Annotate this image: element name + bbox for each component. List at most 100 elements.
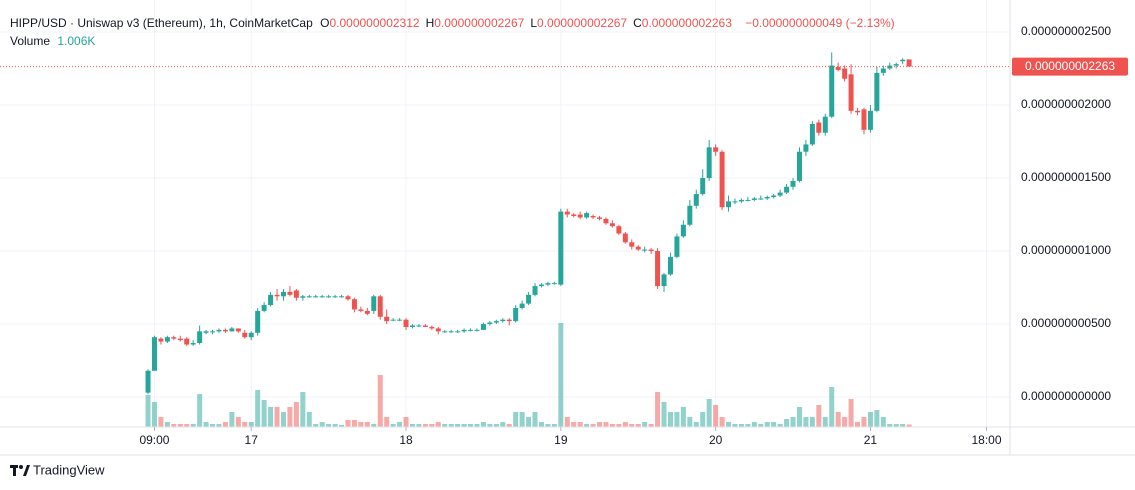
x-tick-label: 18:00 <box>972 433 1002 447</box>
volume-bar <box>351 420 357 427</box>
candle-body <box>487 322 493 325</box>
volume-bar <box>326 424 332 427</box>
volume-bar <box>151 402 157 427</box>
candle-body <box>171 337 177 339</box>
brand-logo <box>10 465 30 476</box>
candle-body <box>190 343 196 345</box>
candle-body <box>448 331 454 333</box>
ohlc-key: L <box>530 16 538 30</box>
volume-bar <box>616 424 622 427</box>
volume-bar <box>261 400 267 427</box>
x-tick-label: 17 <box>245 433 259 447</box>
candle-body <box>616 226 622 234</box>
x-tick-label: 21 <box>864 433 878 447</box>
volume-bar <box>158 417 164 427</box>
volume-bar <box>732 424 738 427</box>
volume-bar <box>809 417 815 427</box>
volume-bar <box>526 417 532 427</box>
candle-body <box>442 331 448 333</box>
volume-bar <box>571 422 577 427</box>
candle-body <box>268 294 274 306</box>
candle-body <box>648 249 654 252</box>
candle-body <box>893 64 899 66</box>
volume-bar <box>900 424 906 427</box>
volume-bar <box>403 417 409 427</box>
volume-bar <box>248 422 254 427</box>
candle-body <box>848 74 854 111</box>
candle-body <box>667 256 673 275</box>
candle-body <box>803 144 809 152</box>
candle-body <box>551 283 557 285</box>
volume-bar <box>203 422 209 427</box>
candle-body <box>403 319 409 327</box>
change: −0.000000000049 (−2.13%) <box>745 16 895 30</box>
candle-body <box>409 325 415 327</box>
volume-bar <box>584 424 590 427</box>
candle-body <box>629 242 635 247</box>
volume-bar <box>280 412 286 427</box>
candle-body <box>874 72 880 111</box>
candle-body <box>571 214 577 216</box>
volume-bar <box>339 425 345 427</box>
candle-body <box>558 211 564 285</box>
volume-bar <box>738 424 744 427</box>
candle-body <box>313 296 319 298</box>
volume-bar <box>893 424 899 427</box>
y-tick-label: 0.000000000000 <box>1021 389 1111 403</box>
candle-body <box>242 332 248 338</box>
candle-body <box>835 67 841 70</box>
y-tick-label: 0.000000002000 <box>1021 97 1111 111</box>
candle-body <box>764 196 770 199</box>
candle-body <box>719 151 725 208</box>
volume-bar <box>480 422 486 427</box>
candle-body <box>390 319 396 321</box>
volume-bar <box>687 417 693 427</box>
last-price-label: 0.000000002263 <box>1025 59 1115 73</box>
brand-name: TradingView <box>33 462 105 477</box>
volume-legend: Volume 1.006K <box>10 34 99 48</box>
candle-body <box>577 214 583 218</box>
volume-bar <box>545 424 551 427</box>
volume-bar <box>719 417 725 427</box>
candle-body <box>661 274 667 287</box>
ohlc-value: 0.000000002263 <box>641 16 732 30</box>
candle-body <box>261 305 267 311</box>
volume-bar <box>177 424 183 427</box>
y-tick-label: 0.000000000500 <box>1021 316 1111 330</box>
candle-body <box>506 319 512 322</box>
volume-bar <box>506 424 512 427</box>
candle-body <box>887 65 893 69</box>
volume-bar <box>642 422 648 427</box>
candle-body <box>796 151 802 181</box>
candle-body <box>738 199 744 202</box>
candle-body <box>255 310 261 333</box>
candle-body <box>319 296 325 298</box>
ohlc-value: 0.000000002267 <box>434 16 525 30</box>
volume-bar <box>409 424 415 427</box>
y-tick-label: 0.000000001000 <box>1021 243 1111 257</box>
volume-bar <box>377 375 383 427</box>
candle-body <box>861 109 867 130</box>
candle-body <box>816 122 822 133</box>
volume-bar <box>435 422 441 427</box>
candle-body <box>751 198 757 200</box>
volume-bar <box>758 424 764 427</box>
candle-body <box>564 211 570 215</box>
candle-body <box>493 321 499 323</box>
candle-body <box>158 338 164 342</box>
candle-body <box>306 296 312 298</box>
volume-bar <box>532 412 538 427</box>
volume-bar <box>197 394 203 427</box>
candle-body <box>371 296 377 311</box>
volume-bar <box>422 424 428 427</box>
ohlc-key: C <box>633 16 642 30</box>
volume-bar <box>145 395 151 427</box>
candle-body <box>642 249 648 251</box>
volume-bar <box>803 417 809 427</box>
volume-bar <box>364 422 370 427</box>
volume-bar <box>216 424 222 427</box>
candle-body <box>151 337 157 371</box>
candle-body <box>693 194 699 206</box>
volume-bar <box>577 422 583 427</box>
